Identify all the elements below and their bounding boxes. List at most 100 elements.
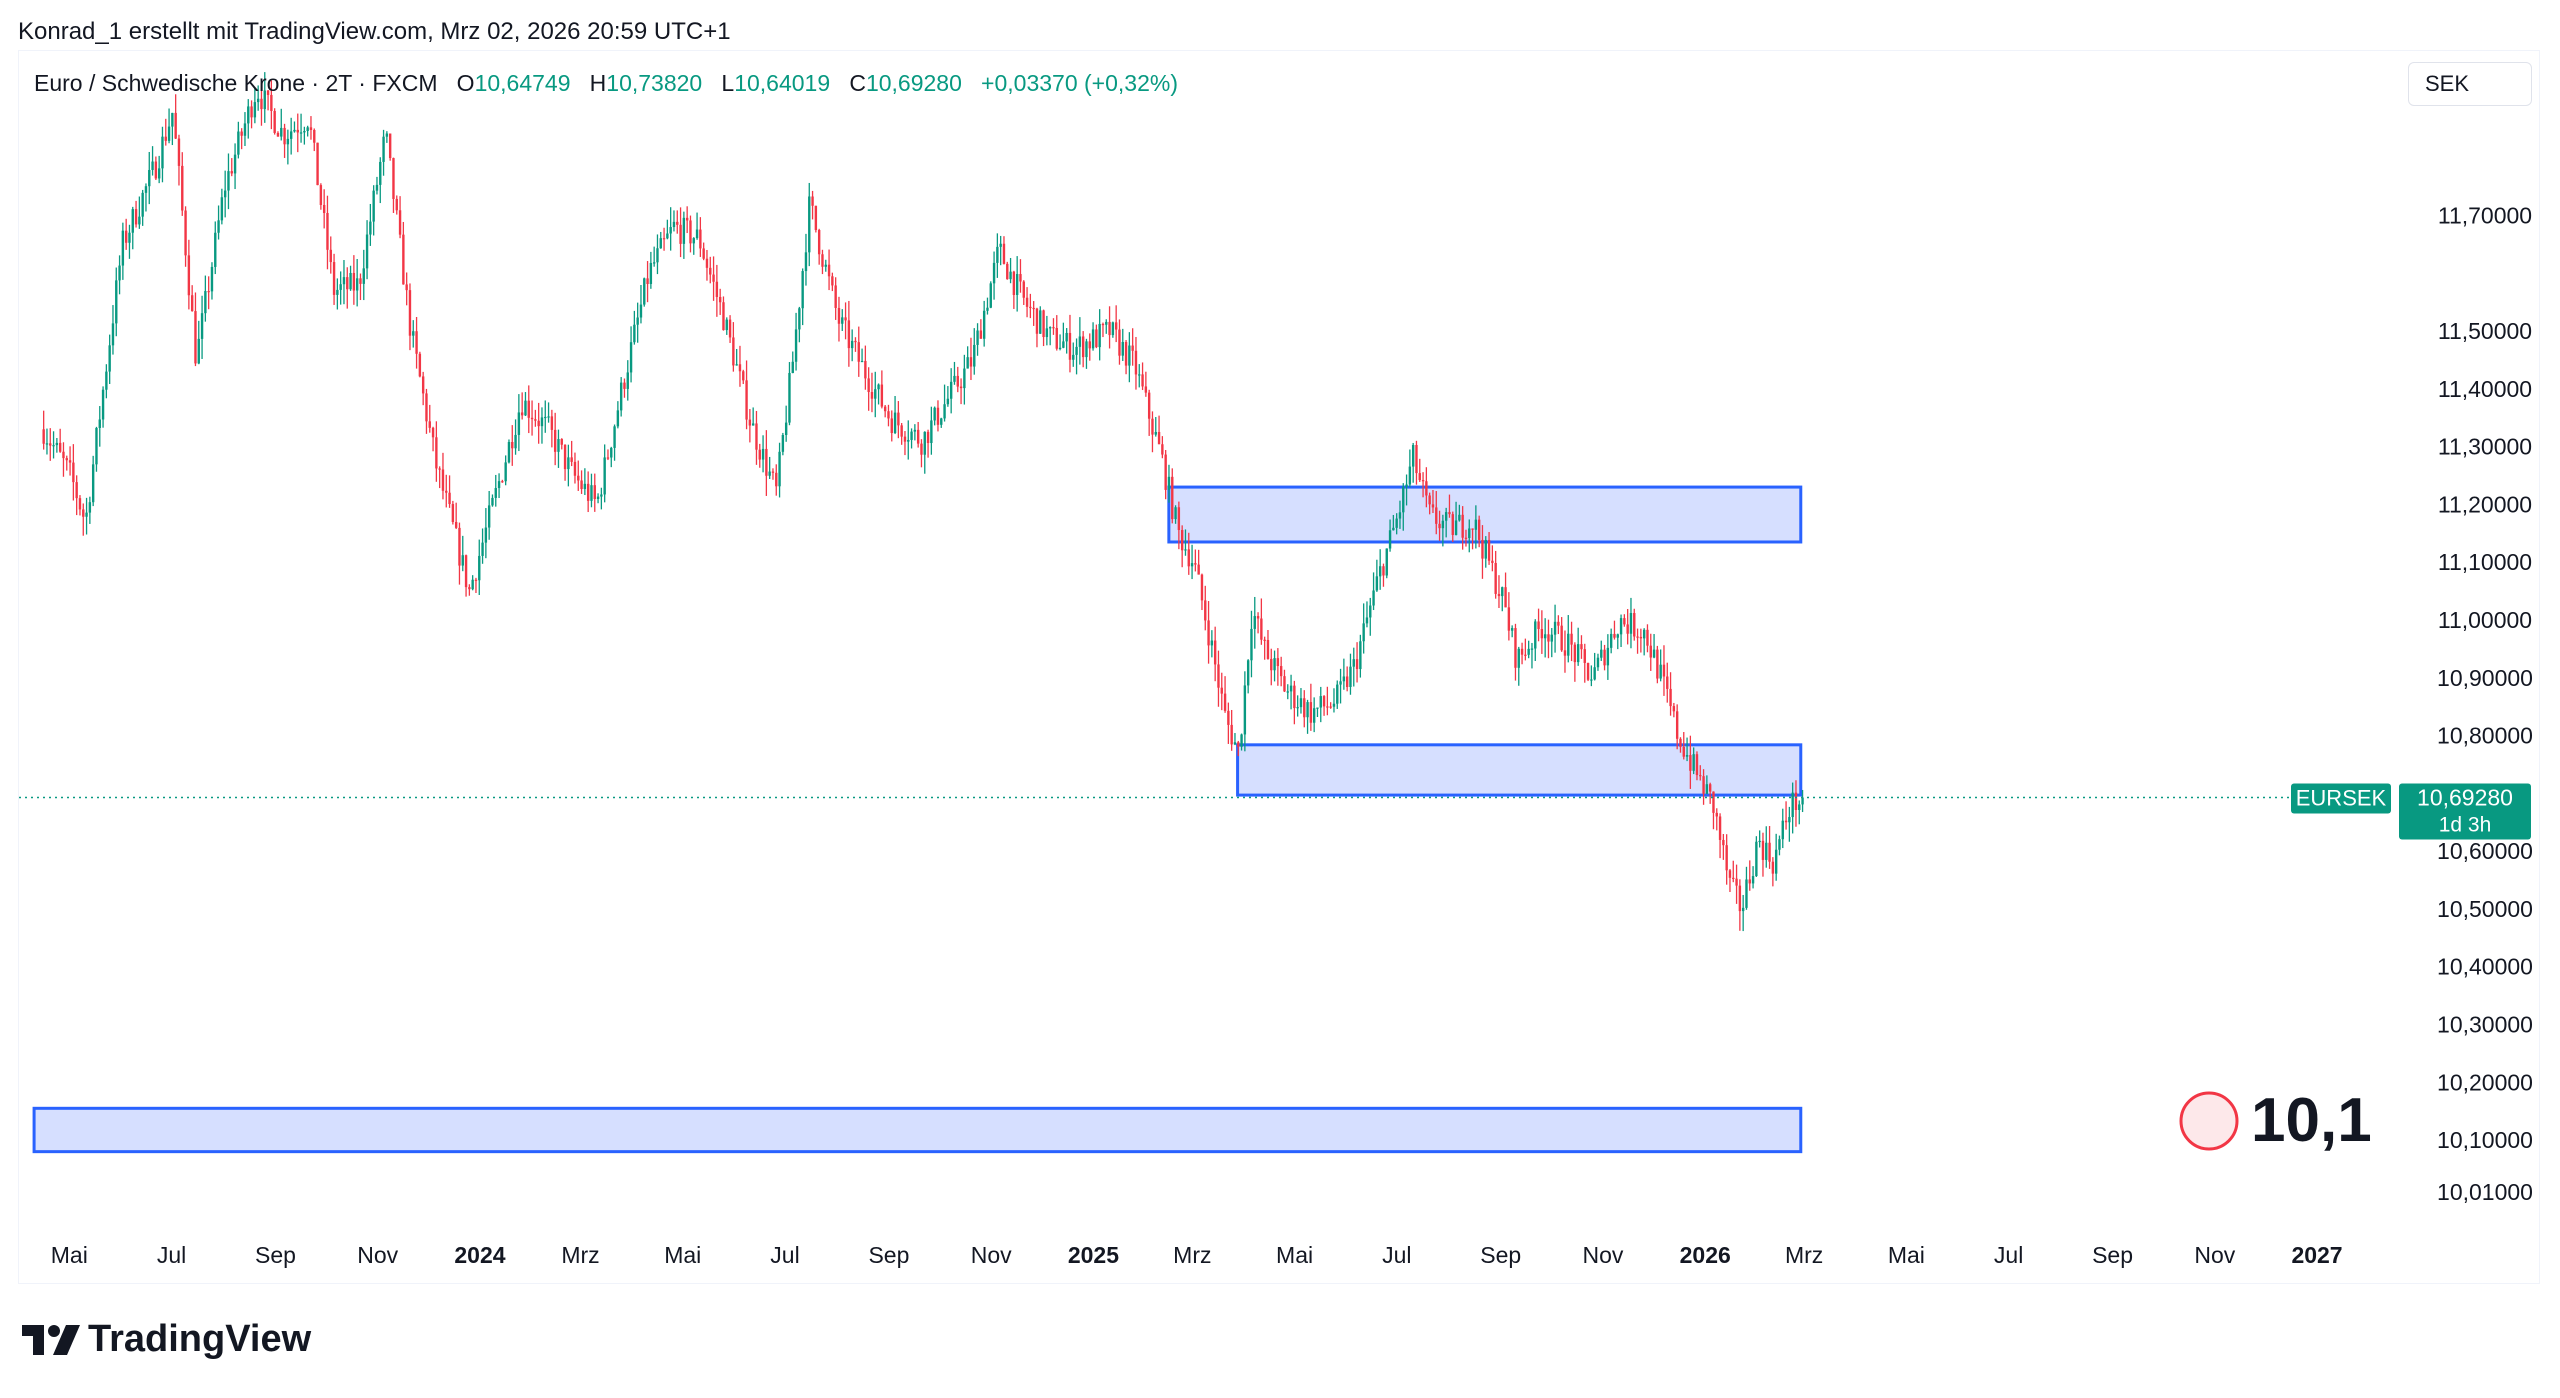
candle-body (1019, 274, 1022, 282)
candle-body (1636, 636, 1639, 638)
candle-body (1510, 628, 1514, 631)
candle-body (319, 185, 323, 205)
y-tick-label: 10,60000 (2437, 838, 2533, 864)
candle-body (1035, 308, 1039, 334)
candle-body (309, 127, 313, 130)
candle-body (1266, 639, 1270, 659)
candle-body (1081, 336, 1085, 358)
candle-body (1448, 512, 1451, 515)
low-label: L (721, 70, 735, 96)
candle-body (973, 344, 976, 367)
candle-body (801, 271, 804, 309)
candle-body (1771, 861, 1775, 874)
candle-body (280, 127, 283, 137)
candle-body (781, 434, 785, 452)
candle-body (1161, 444, 1164, 455)
candle-body (144, 186, 148, 193)
x-tick-label: Jul (770, 1242, 799, 1268)
candle-body (1058, 347, 1062, 349)
candle-body (1461, 514, 1464, 538)
candle-body (580, 480, 583, 490)
candle-body (745, 380, 748, 420)
candle-body (1359, 641, 1362, 670)
candle-body (1279, 666, 1283, 677)
candle-body (1590, 679, 1593, 681)
candle-body (1540, 629, 1544, 639)
candle-body (1402, 486, 1405, 513)
candle-body (577, 475, 580, 481)
candle-body (1451, 514, 1454, 535)
candle-body (131, 209, 134, 233)
candle-body (1501, 587, 1504, 597)
candle-body (1699, 775, 1702, 777)
candle-body (161, 136, 164, 169)
candle-body (860, 360, 864, 363)
candle-body (164, 136, 167, 141)
candle-body (1332, 703, 1336, 707)
candle-body (1068, 332, 1072, 360)
candle-body (1233, 742, 1237, 745)
candle-body (75, 482, 78, 499)
candle-body (1180, 530, 1184, 551)
candle-body (1659, 664, 1662, 679)
price-tag-bg (2399, 783, 2531, 840)
candle-body (682, 217, 686, 244)
symbol-tag-bg (2291, 783, 2391, 814)
candle-body (1788, 817, 1791, 823)
candle-body (1177, 507, 1181, 531)
x-axis: Mai Jul Sep Nov 2024 Mrz Mai Jul Sep Nov 2025 Mrz Ma… (51, 1242, 2343, 1268)
candle-body (791, 361, 794, 373)
candle-body (1372, 590, 1375, 606)
candle-body (916, 429, 920, 444)
y-tick-label: 10,10000 (2437, 1127, 2533, 1153)
candle-body (1078, 336, 1082, 347)
candle-body (1722, 839, 1725, 846)
chart-frame[interactable]: 11,70000 11,50000 11,40000 11,30000 11,20000… (18, 50, 2540, 1284)
candle-body (1240, 734, 1243, 747)
candle-body (194, 311, 197, 364)
currency-selector[interactable]: SEK (2408, 62, 2532, 106)
candle-body (78, 498, 82, 510)
candle-body (1553, 621, 1557, 635)
candle-body (573, 461, 577, 476)
candle-body (751, 423, 755, 426)
candle-body (270, 94, 273, 111)
candle-body (174, 112, 177, 139)
candle-body (375, 184, 379, 191)
candle-body (702, 248, 705, 259)
candle-body (544, 416, 547, 419)
candle-body (52, 445, 55, 447)
candle-body (240, 131, 243, 136)
candle-body (1111, 322, 1115, 336)
candle-body (1507, 607, 1511, 631)
candle-body (652, 262, 656, 264)
candle-body (870, 392, 874, 399)
candle-body (1768, 842, 1771, 862)
candle-body (1250, 628, 1253, 661)
candle-body (1732, 877, 1735, 880)
candle-body (342, 277, 346, 285)
symbol-label[interactable]: Euro / Schwedische Krone · 2T · FXCM (34, 70, 438, 96)
candle-body (517, 412, 521, 435)
x-tick-label: 2024 (454, 1242, 505, 1268)
candle-body (996, 246, 999, 263)
candle-body (181, 165, 184, 211)
candle-body (893, 412, 897, 434)
candle-body (897, 412, 900, 426)
candle-body (138, 216, 141, 225)
candle-body (662, 238, 666, 240)
tradingview-logo[interactable]: TradingView (22, 1318, 311, 1361)
candle-body (814, 205, 818, 230)
candle-body (969, 357, 973, 367)
x-tick-label: 2025 (1068, 1242, 1119, 1268)
candle-body (982, 310, 986, 339)
candle-body (606, 457, 610, 459)
price-chart[interactable]: 11,70000 11,50000 11,40000 11,30000 11,20000… (19, 51, 2539, 1283)
candle-body (1349, 666, 1352, 688)
candle-body (560, 439, 563, 445)
candle-body (227, 171, 230, 191)
candle-body (1755, 841, 1758, 877)
candle-body (1798, 804, 1801, 810)
candle-body (811, 196, 814, 206)
candle-body (850, 340, 854, 349)
